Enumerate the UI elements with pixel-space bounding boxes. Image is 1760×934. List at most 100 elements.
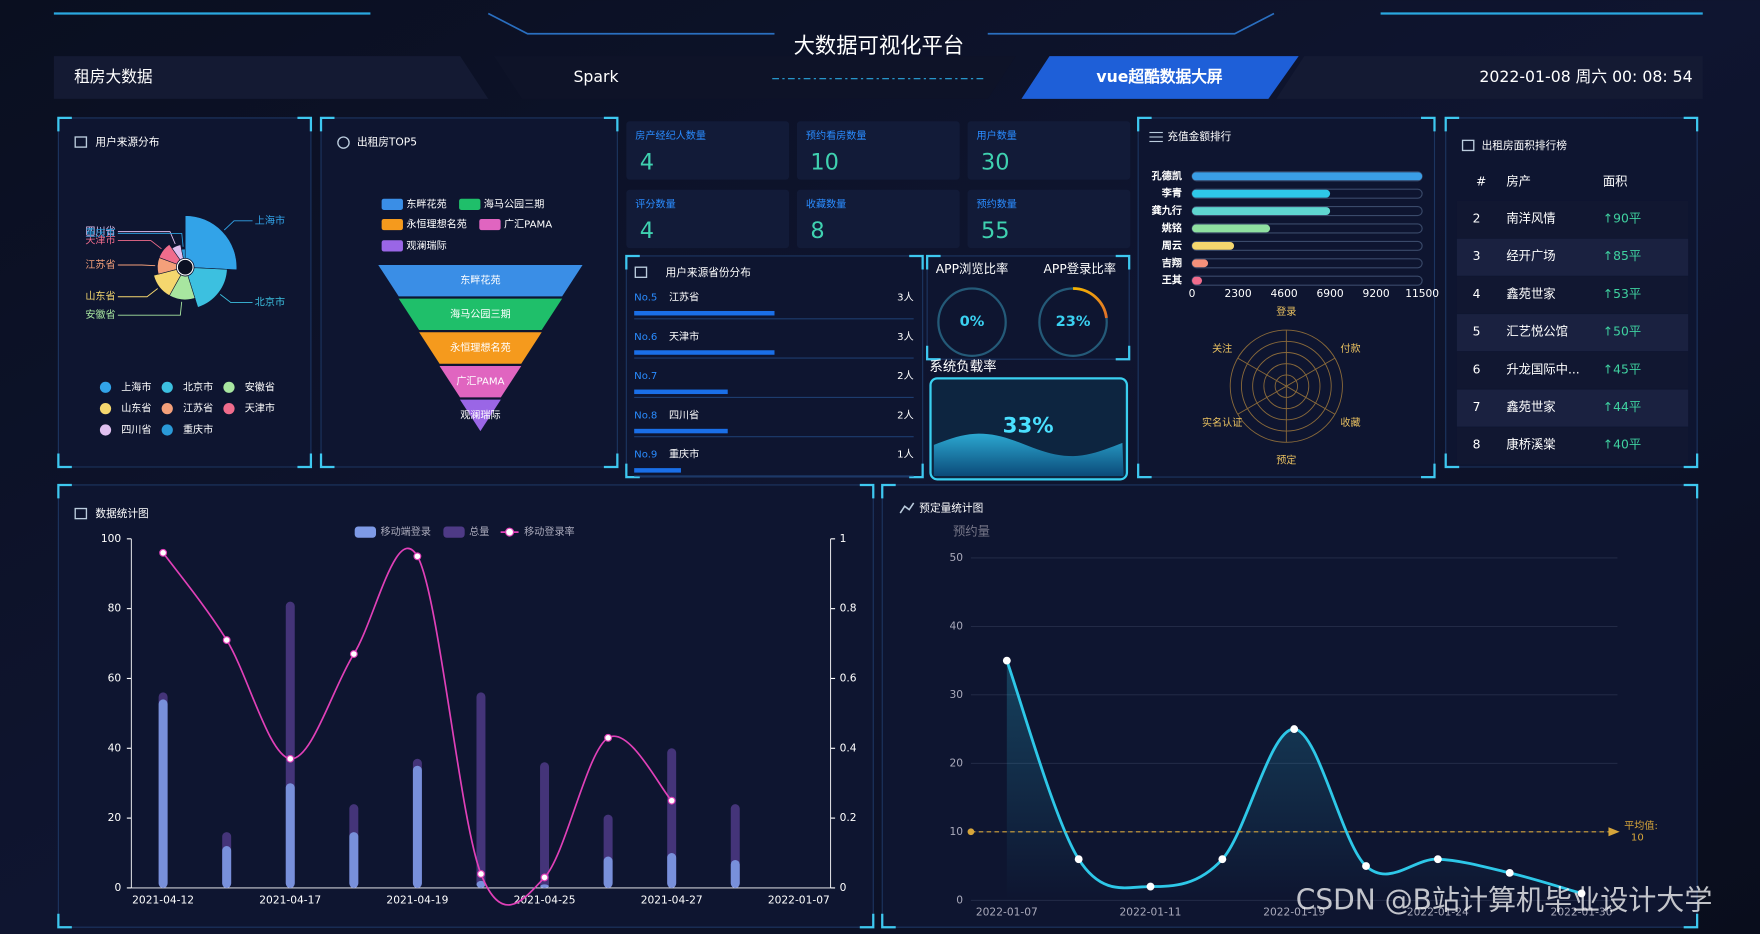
title-icon [1461, 139, 1475, 152]
legend-label: 山东省 [121, 402, 151, 415]
legend-swatch [161, 403, 173, 415]
panel-title: 用户来源省份分布 [666, 266, 752, 279]
header-tab-label[interactable]: vue超酷数据大屏 [1096, 67, 1223, 86]
x-tick-label: 11500 [1405, 287, 1439, 300]
funnel-label: 观澜瑞际 [460, 408, 500, 421]
rose-center [176, 258, 194, 276]
title-icon [74, 136, 88, 148]
line-point [1577, 889, 1586, 898]
y-tick-label: 0 [114, 881, 121, 894]
panel-title: 充值金额排行 [1167, 130, 1231, 143]
funnel-label: 海马公园三期 [450, 307, 511, 320]
panel-corner [1421, 463, 1436, 479]
table-cell: 鑫苑世家 [1506, 286, 1555, 301]
panel-corner [1444, 453, 1460, 469]
panel-corner [1137, 116, 1152, 132]
panel-corner [926, 254, 941, 270]
bar [540, 762, 550, 888]
slice-label: 安徽省 [85, 308, 115, 321]
panel [881, 484, 1698, 928]
table-header: 房产 [1506, 173, 1531, 188]
load-wave [933, 433, 1124, 476]
legend-label: 安徽省 [245, 380, 275, 393]
bar [667, 853, 677, 888]
legend-label: 广汇PAMA [504, 218, 552, 231]
table-cell: 鑫苑世家 [1506, 399, 1555, 414]
y-tick-label: 50 [949, 551, 963, 564]
line [162, 547, 673, 906]
legend-swatch [479, 218, 501, 231]
y-axis-label: 预约量 [953, 524, 990, 539]
x-tick-label: 2021-04-27 [641, 893, 703, 906]
rank: No.7 [634, 371, 657, 382]
leader-line [117, 240, 162, 250]
stat-card [796, 189, 960, 249]
table-cell: 汇艺悦公馆 [1506, 324, 1568, 339]
table-row [1456, 314, 1689, 352]
panel-corner [859, 913, 875, 929]
header-center: Spark [573, 67, 619, 86]
line-point [1074, 855, 1083, 864]
y-tick-label: 40 [108, 741, 122, 754]
line-point [413, 552, 422, 561]
legend-label: 移动登录率 [524, 525, 574, 538]
table-cell: 8 [1473, 438, 1481, 452]
radar-label: 登录 [1276, 305, 1296, 318]
x-tick-label: 9200 [1363, 287, 1390, 300]
funnel-segment [378, 264, 583, 297]
line-point [1218, 855, 1227, 864]
stat-card [967, 189, 1131, 249]
radar-label: 付款 [1340, 342, 1360, 355]
table-cell: ↑85平 [1603, 249, 1641, 263]
load-title: 系统负载率 [929, 358, 996, 375]
panel-corner [1444, 116, 1460, 132]
bar [1192, 259, 1209, 268]
header: 大数据可视化平台 租房大数据 Spark vue超酷数据大屏 2022-01-0… [53, 12, 1703, 99]
leader-line [117, 264, 156, 267]
stat-label: 用户数量 [977, 129, 1017, 142]
province-value: 3人 [897, 292, 914, 304]
panel-corner [57, 116, 72, 132]
panel-corner [859, 483, 875, 499]
gauge-value: 0% [960, 313, 985, 330]
table-row [1456, 276, 1689, 314]
line-point [286, 754, 295, 763]
province-bar [634, 468, 681, 473]
funnel-segment [459, 399, 501, 432]
legend-swatch [223, 403, 235, 415]
panel-corner [881, 913, 896, 929]
table-row [1456, 238, 1689, 276]
rose-slice [171, 244, 184, 261]
funnel-label: 东畔花苑 [460, 274, 500, 287]
table-cell: ↑53平 [1603, 287, 1641, 301]
stat-value: 30 [981, 149, 1010, 175]
panel-title: 数据统计图 [95, 507, 148, 520]
bar [730, 859, 740, 888]
panel-corner [319, 116, 335, 132]
legend-swatch [223, 381, 235, 393]
radar-spoke [1286, 385, 1336, 415]
panel-corner [1115, 345, 1131, 361]
header-line [487, 12, 775, 35]
bar [603, 856, 613, 888]
legend-swatch [99, 403, 112, 415]
legend-label: 四川省 [121, 423, 151, 436]
radar-label: 预定 [1276, 453, 1296, 466]
slice-label: 上海市 [255, 214, 285, 227]
legend-swatch [505, 527, 515, 537]
header-bar [1276, 56, 1703, 99]
panel-corner [909, 254, 924, 270]
legend-swatch [443, 526, 465, 538]
panel-corner [926, 345, 941, 361]
funnel-segment [439, 365, 522, 398]
stat-card [626, 121, 790, 180]
gauge-arc [1073, 287, 1108, 319]
line-point [1505, 868, 1514, 877]
panel-corner [603, 116, 619, 132]
bar [540, 884, 550, 888]
panel-corner [625, 463, 640, 479]
panel-corner [1115, 254, 1131, 270]
legend-swatch [161, 424, 173, 436]
leader-line [219, 293, 253, 304]
